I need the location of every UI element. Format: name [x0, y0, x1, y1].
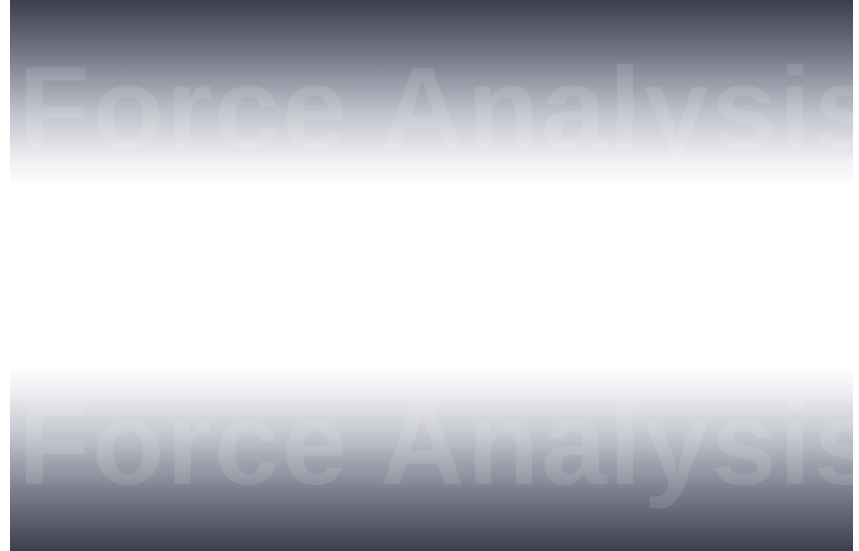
top-gradient-band: Force Analysis — [10, 0, 853, 186]
top-watermark-title: Force Analysis — [18, 43, 853, 175]
bottom-gradient-band: Force Analysis — [10, 365, 853, 551]
bottom-watermark-title: Force Analysis — [18, 378, 853, 510]
blank-content-area — [10, 186, 853, 365]
